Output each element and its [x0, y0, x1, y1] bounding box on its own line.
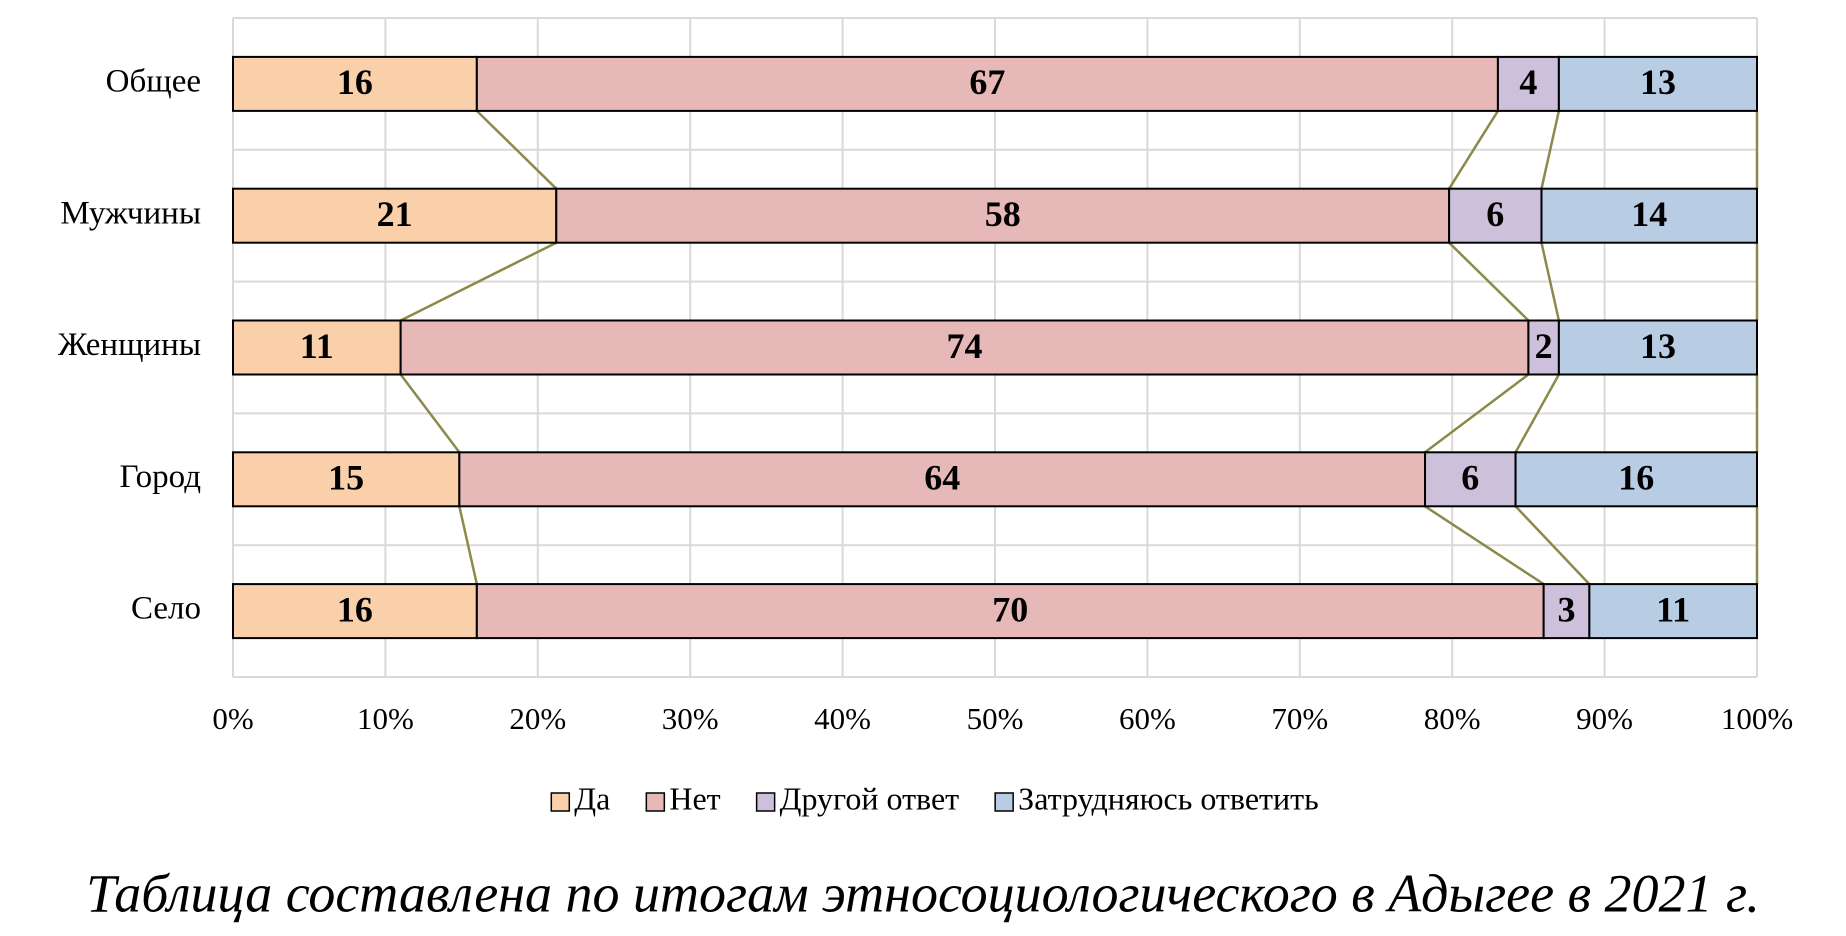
x-tick-label: 70% [1271, 701, 1328, 736]
x-tick-label: 50% [967, 701, 1024, 736]
category-label: Общее [106, 63, 201, 99]
bar-segment [1557, 319, 1758, 376]
data-label: 15 [328, 458, 364, 498]
x-tick-label: 90% [1576, 701, 1633, 736]
category-label: Мужчины [60, 195, 201, 231]
data-label: 13 [1640, 62, 1676, 102]
data-label: 74 [947, 326, 983, 366]
series-line [1424, 505, 1545, 586]
bar-segment [1448, 187, 1543, 244]
bar-segment [1588, 583, 1758, 640]
x-tick-label: 100% [1721, 701, 1793, 736]
bar-segment [1496, 55, 1560, 112]
bar-segment [232, 55, 478, 112]
data-label: 67 [969, 62, 1005, 102]
x-tick-label: 10% [357, 701, 414, 736]
data-label: 11 [300, 326, 334, 366]
bar-segment [399, 319, 1530, 376]
legend-swatch [645, 792, 666, 812]
bar-segment [458, 451, 1427, 508]
data-label: 6 [1461, 458, 1479, 498]
bar-segment [1540, 187, 1759, 244]
data-label: 6 [1486, 194, 1504, 234]
data-label: 13 [1640, 326, 1676, 366]
data-label: 21 [377, 194, 413, 234]
bar-segment [232, 319, 402, 376]
data-label: 58 [985, 194, 1021, 234]
x-tick-label: 0% [212, 701, 253, 736]
bar-segment [1557, 55, 1758, 112]
series-line [399, 373, 461, 454]
data-label: 70 [992, 589, 1028, 629]
series-line [1424, 373, 1530, 454]
x-tick-label: 80% [1424, 701, 1481, 736]
legend-label: Нет [669, 780, 720, 816]
x-tick-label: 30% [662, 701, 719, 736]
bar-segment [1514, 451, 1758, 508]
legend-label: Затрудняюсь ответить [1018, 780, 1319, 816]
data-label: 64 [924, 458, 960, 498]
bar-segment [232, 187, 558, 244]
category-label: Город [119, 459, 201, 495]
series-line [1448, 110, 1499, 190]
data-label: 11 [1656, 589, 1690, 629]
bar-segment [1424, 451, 1517, 508]
data-label: 14 [1631, 194, 1667, 234]
x-tick-label: 20% [509, 701, 566, 736]
series-line [458, 506, 479, 585]
data-label: 4 [1519, 62, 1537, 102]
data-label: 16 [337, 589, 373, 629]
data-label: 2 [1535, 326, 1553, 366]
x-tick-label: 40% [814, 701, 871, 736]
series-line [400, 241, 557, 322]
x-tick-label: 60% [1119, 701, 1176, 736]
category-label: Село [131, 591, 201, 627]
legend-label: Другой ответ [780, 780, 960, 816]
series-line [1514, 373, 1560, 453]
data-label: 16 [337, 62, 373, 102]
legend-label: Да [574, 780, 610, 816]
caption: Таблица составлена по итогам этносоциоло… [86, 863, 1760, 923]
bar-segment [475, 583, 1545, 640]
series-line [1540, 110, 1561, 189]
series-line [1448, 241, 1530, 322]
data-label: 3 [1558, 589, 1576, 629]
series-line [475, 110, 558, 190]
legend-swatch [994, 792, 1014, 812]
legend-swatch [550, 792, 571, 812]
legend-swatch [755, 792, 776, 812]
series-line [1540, 242, 1561, 321]
series-line [1514, 505, 1591, 585]
data-label: 16 [1618, 458, 1654, 498]
category-label: Женщины [58, 327, 201, 363]
bar-segment [555, 187, 1451, 244]
bar-segment [1527, 319, 1560, 376]
